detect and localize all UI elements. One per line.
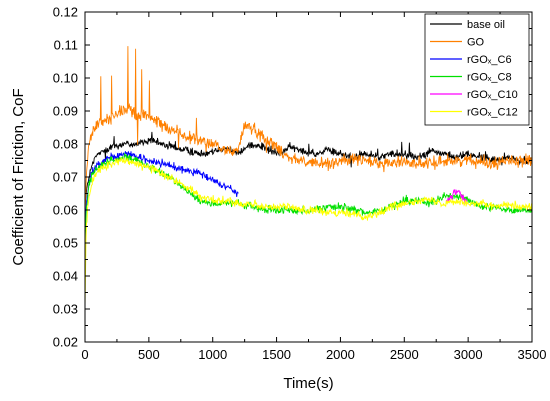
x-tick-label: 1500	[262, 347, 291, 362]
legend-label: rGOₓ_C12	[467, 107, 518, 119]
y-tick-label: 0.03	[53, 302, 78, 317]
y-tick-label: 0.06	[53, 203, 78, 218]
x-tick-label: 3000	[454, 347, 483, 362]
x-tick-label: 2500	[390, 347, 419, 362]
x-axis: 0 500 1000 1500 2000 2500 3000 3500	[81, 12, 546, 362]
y-tick-label: 0.04	[53, 269, 78, 284]
legend-box	[424, 13, 530, 126]
series-layer	[84, 46, 533, 308]
y-axis-title: Coefficient of Friction, CoF	[10, 88, 27, 265]
x-tick-label: 2000	[326, 347, 355, 362]
y-tick-label: 0.11	[54, 38, 78, 53]
x-axis-title: Time(s)	[283, 375, 333, 392]
legend-label: base oil	[467, 19, 505, 31]
x-tick-label: 3500	[518, 347, 547, 362]
legend-label: rGOₓ_C6	[467, 54, 512, 66]
x-tick-label: 1000	[198, 347, 227, 362]
y-tick-label: 0.08	[53, 137, 78, 152]
x-tick-label: 0	[81, 347, 88, 362]
legend-label: rGOₓ_C10	[467, 89, 518, 101]
y-axis: 0.02 0.03 0.04 0.05 0.06 0.07 0.08 0.09 0.10 0.11…	[53, 5, 532, 350]
y-tick-label: 0.07	[53, 170, 78, 185]
y-tick-label: 0.05	[53, 236, 78, 251]
y-tick-label: 0.09	[53, 104, 78, 119]
legend: base oil GO rGOₓ_C6 rGOₓ_C8 rGOₓ_C10 rGOₓ_C12	[424, 13, 530, 126]
y-tick-label: 0.10	[53, 71, 78, 86]
y-tick-label: 0.12	[53, 5, 78, 20]
legend-label: rGOₓ_C8	[467, 72, 512, 84]
series-line	[445, 189, 468, 204]
series-line	[84, 46, 533, 218]
x-tick-label: 500	[138, 347, 160, 362]
y-tick-label: 0.02	[53, 335, 78, 350]
legend-label: GO	[467, 37, 485, 49]
series-line	[84, 157, 533, 308]
